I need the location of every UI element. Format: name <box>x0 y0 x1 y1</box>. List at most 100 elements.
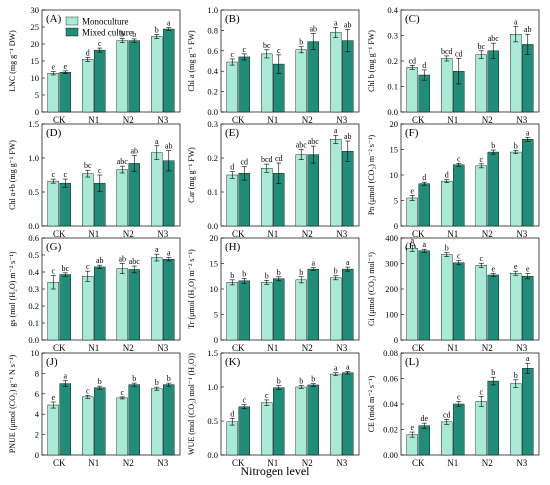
x-tick-label: N1 <box>447 458 458 468</box>
bar <box>59 383 71 456</box>
panel-label: (J) <box>46 356 58 368</box>
y-tick-label: 0 <box>214 335 218 345</box>
bar <box>342 150 354 227</box>
significance-letter: c <box>242 396 246 405</box>
bar <box>226 282 238 341</box>
y-tick-label: 0.4 <box>387 5 398 15</box>
x-tick-label: N3 <box>516 115 527 125</box>
significance-letter: d <box>86 48 90 57</box>
bar <box>510 272 522 341</box>
y-tick-label: 0.8 <box>207 25 218 35</box>
x-tick-label: N1 <box>447 343 458 353</box>
bar <box>94 49 106 113</box>
bar <box>128 269 140 341</box>
bar <box>273 387 285 456</box>
bar <box>273 278 285 341</box>
y-tick-label: 300 <box>385 259 398 269</box>
panel-label: (C) <box>405 13 420 25</box>
y-axis-label: Car (mg g⁻¹ FW) <box>187 147 196 203</box>
significance-letter: b <box>277 377 281 386</box>
significance-letter: b <box>167 374 171 383</box>
y-tick-label: 20 <box>210 233 219 243</box>
x-tick-label: CK <box>232 229 245 239</box>
significance-letter: cd <box>455 49 463 58</box>
y-tick-label: 10 <box>31 348 40 358</box>
y-tick-label: 200 <box>385 284 398 294</box>
significance-letter: a <box>526 354 530 363</box>
x-tick-label: N3 <box>516 458 527 468</box>
y-axis-label: Pn (μmol (CO₂) m⁻² s⁻¹) <box>367 135 376 216</box>
significance-letter: b <box>230 271 234 280</box>
significance-letter: de <box>420 414 428 423</box>
x-tick-label: N2 <box>123 229 134 239</box>
significance-letter: c <box>277 46 281 55</box>
x-tick-label: N2 <box>482 458 493 468</box>
panel-label: (B) <box>225 13 240 25</box>
significance-letter: b <box>155 378 159 387</box>
bar <box>453 164 465 227</box>
y-tick-label: 1.0 <box>28 153 39 163</box>
bar <box>163 384 175 456</box>
significance-letter: b <box>299 268 303 277</box>
y-tick-label: 6 <box>35 389 39 399</box>
significance-letter: a <box>526 128 530 137</box>
panel-label: (F) <box>405 127 419 139</box>
significance-letter: d <box>445 171 449 180</box>
x-tick-label: CK <box>53 229 66 239</box>
x-tick-label: N3 <box>157 115 168 125</box>
y-tick-label: 0.1 <box>28 318 39 328</box>
y-tick-label: 10 <box>390 170 399 180</box>
bar <box>128 163 140 227</box>
y-tick-label: 1.5 <box>28 119 39 129</box>
bar <box>307 384 319 456</box>
significance-letter: ab <box>165 142 173 151</box>
bar <box>151 36 163 113</box>
bar <box>406 434 418 456</box>
significance-letter: a <box>63 372 67 381</box>
y-tick-label: 0.4 <box>207 66 218 76</box>
significance-letter: bc <box>84 161 92 170</box>
x-tick-label: N2 <box>302 229 313 239</box>
bar <box>47 180 59 227</box>
y-axis-label: gs (mol (H₂O) m⁻² s⁻¹) <box>8 251 17 326</box>
significance-letter: c <box>265 391 269 400</box>
x-tick-label: N2 <box>302 115 313 125</box>
bar <box>441 58 453 113</box>
y-tick-label: 15 <box>390 145 399 155</box>
bar <box>475 165 487 227</box>
y-tick-label: 5 <box>214 310 218 320</box>
x-tick-label: CK <box>232 115 245 125</box>
x-axis-label: Nitrogen level <box>241 464 311 478</box>
significance-letter: ab <box>309 24 317 33</box>
legend-swatch <box>65 16 79 26</box>
plot-frame <box>41 123 181 227</box>
bar <box>487 151 499 227</box>
y-tick-label: 0.1 <box>387 82 398 92</box>
significance-letter: b <box>299 377 303 386</box>
bar <box>475 401 487 456</box>
significance-letter: abc <box>296 141 308 150</box>
y-axis-label: CE (mol m⁻² s⁻¹) <box>367 375 376 432</box>
bar <box>307 41 319 113</box>
bar <box>522 276 534 341</box>
significance-letter: cd <box>275 154 283 163</box>
bar <box>475 265 487 341</box>
x-tick-label: N2 <box>123 115 134 125</box>
significance-letter: b <box>334 267 338 276</box>
significance-letter: c <box>98 39 102 48</box>
y-tick-label: 15 <box>210 259 219 269</box>
significance-letter: e <box>526 265 530 274</box>
y-tick-label: 0.0 <box>207 450 218 460</box>
significance-letter: b <box>311 375 315 384</box>
significance-letter: c <box>457 154 461 163</box>
significance-letter: c <box>479 155 483 164</box>
y-tick-label: 0.3 <box>207 119 218 129</box>
y-tick-label: 0.2 <box>207 87 218 97</box>
significance-letter: b <box>514 142 518 151</box>
x-tick-label: N2 <box>123 343 134 353</box>
